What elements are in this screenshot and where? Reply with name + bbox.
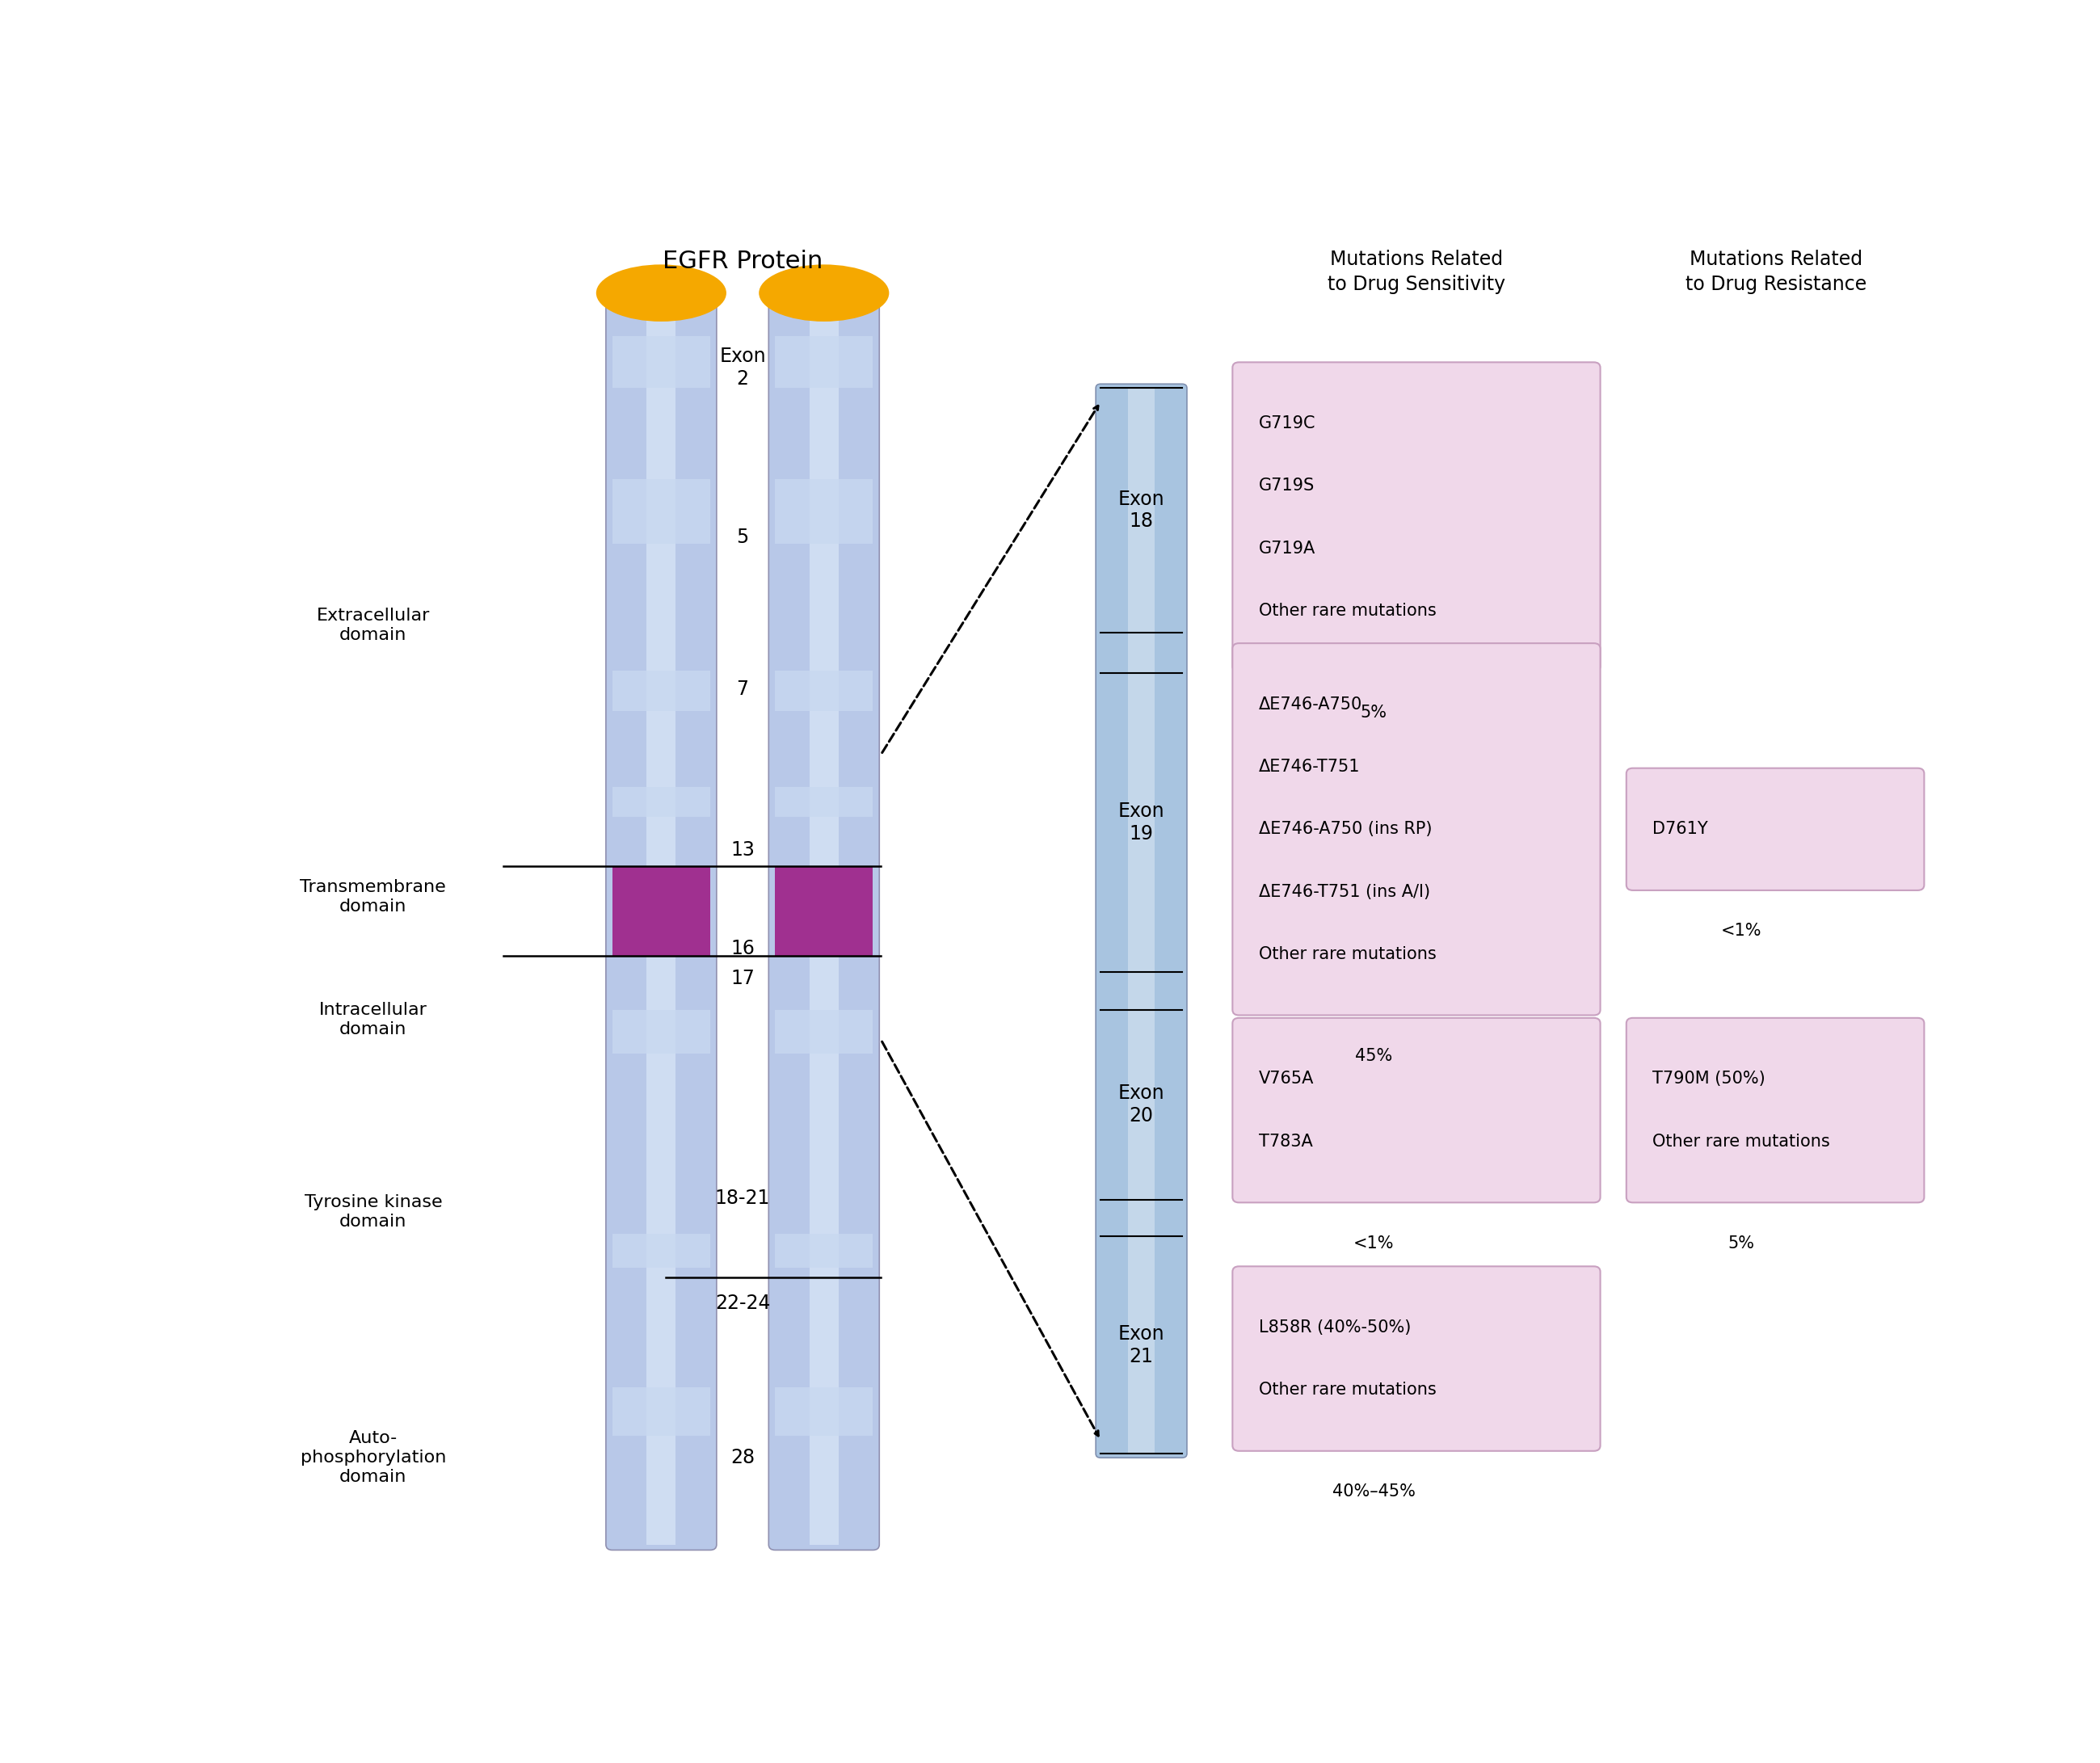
- Text: 45%: 45%: [1354, 1047, 1392, 1063]
- Bar: [613, 480, 710, 545]
- Text: 22-24: 22-24: [714, 1294, 771, 1313]
- Text: ΔE746-A750 (ins RP): ΔE746-A750 (ins RP): [1258, 822, 1432, 837]
- Text: 16: 16: [731, 940, 754, 959]
- Bar: [775, 1387, 874, 1437]
- Bar: [775, 480, 874, 545]
- Text: Other rare mutations: Other rare mutations: [1258, 947, 1436, 963]
- Text: 5: 5: [737, 527, 750, 547]
- Text: 13: 13: [731, 839, 754, 859]
- Text: Tyrosine kinase
domain: Tyrosine kinase domain: [304, 1194, 443, 1231]
- Text: D761Y: D761Y: [1653, 822, 1707, 837]
- Text: Mutations Related
to Drug Resistance: Mutations Related to Drug Resistance: [1686, 250, 1867, 294]
- FancyBboxPatch shape: [1096, 384, 1186, 1458]
- Text: 17: 17: [731, 970, 754, 989]
- Text: 5%: 5%: [1361, 705, 1388, 721]
- Text: Exon
21: Exon 21: [1117, 1324, 1166, 1366]
- Text: L858R (40%-50%): L858R (40%-50%): [1258, 1319, 1411, 1336]
- FancyBboxPatch shape: [1233, 1017, 1600, 1202]
- FancyBboxPatch shape: [1233, 361, 1600, 672]
- Text: ΔE746-T751: ΔE746-T751: [1258, 758, 1361, 776]
- Text: EGFR Protein: EGFR Protein: [662, 250, 823, 273]
- Ellipse shape: [596, 264, 727, 321]
- Bar: [613, 786, 710, 816]
- Text: Exon
19: Exon 19: [1117, 802, 1166, 843]
- Bar: [808, 307, 838, 1544]
- Text: Intracellular
domain: Intracellular domain: [319, 1001, 426, 1037]
- Text: G719A: G719A: [1258, 539, 1315, 557]
- Text: 28: 28: [731, 1447, 754, 1467]
- Text: 7: 7: [737, 681, 750, 700]
- Bar: [613, 670, 710, 710]
- Text: T783A: T783A: [1258, 1134, 1312, 1149]
- Bar: [775, 670, 874, 710]
- FancyBboxPatch shape: [769, 301, 880, 1550]
- Text: ΔE746-T751 (ins A/I): ΔE746-T751 (ins A/I): [1258, 883, 1430, 899]
- Text: 5%: 5%: [1728, 1236, 1754, 1252]
- Text: Auto-
phosphorylation
domain: Auto- phosphorylation domain: [300, 1430, 445, 1484]
- FancyBboxPatch shape: [1625, 769, 1924, 890]
- Text: <1%: <1%: [1352, 1236, 1394, 1252]
- Text: Extracellular
domain: Extracellular domain: [317, 608, 430, 643]
- Bar: [775, 1234, 874, 1268]
- Text: Other rare mutations: Other rare mutations: [1258, 1382, 1436, 1398]
- FancyBboxPatch shape: [1625, 1017, 1924, 1202]
- Text: 40%–45%: 40%–45%: [1331, 1483, 1415, 1500]
- Text: <1%: <1%: [1720, 922, 1762, 940]
- FancyBboxPatch shape: [1233, 643, 1600, 1015]
- Text: 18-21: 18-21: [714, 1188, 771, 1208]
- Text: Exon
2: Exon 2: [720, 347, 766, 388]
- Text: Mutations Related
to Drug Sensitivity: Mutations Related to Drug Sensitivity: [1327, 250, 1506, 294]
- Bar: [613, 1010, 710, 1053]
- Text: Transmembrane
domain: Transmembrane domain: [300, 880, 445, 915]
- Text: Exon
18: Exon 18: [1117, 490, 1166, 531]
- Bar: [775, 337, 874, 388]
- Bar: [775, 786, 874, 816]
- Text: G719S: G719S: [1258, 478, 1315, 494]
- Text: Exon
20: Exon 20: [1117, 1084, 1166, 1127]
- Bar: [613, 337, 710, 388]
- Text: Other rare mutations: Other rare mutations: [1258, 603, 1436, 619]
- Ellipse shape: [758, 264, 888, 321]
- Bar: [613, 1387, 710, 1437]
- Text: G719C: G719C: [1258, 416, 1315, 432]
- Bar: [613, 866, 710, 956]
- Bar: [647, 307, 676, 1544]
- FancyBboxPatch shape: [607, 301, 716, 1550]
- Text: V765A: V765A: [1258, 1070, 1315, 1088]
- Bar: [1128, 388, 1155, 1454]
- Bar: [775, 866, 874, 956]
- Bar: [775, 1010, 874, 1053]
- Text: Other rare mutations: Other rare mutations: [1653, 1134, 1829, 1149]
- Text: T790M (50%): T790M (50%): [1653, 1070, 1766, 1088]
- Text: ΔE746-A750: ΔE746-A750: [1258, 696, 1363, 712]
- FancyBboxPatch shape: [1233, 1266, 1600, 1451]
- Bar: [613, 1234, 710, 1268]
